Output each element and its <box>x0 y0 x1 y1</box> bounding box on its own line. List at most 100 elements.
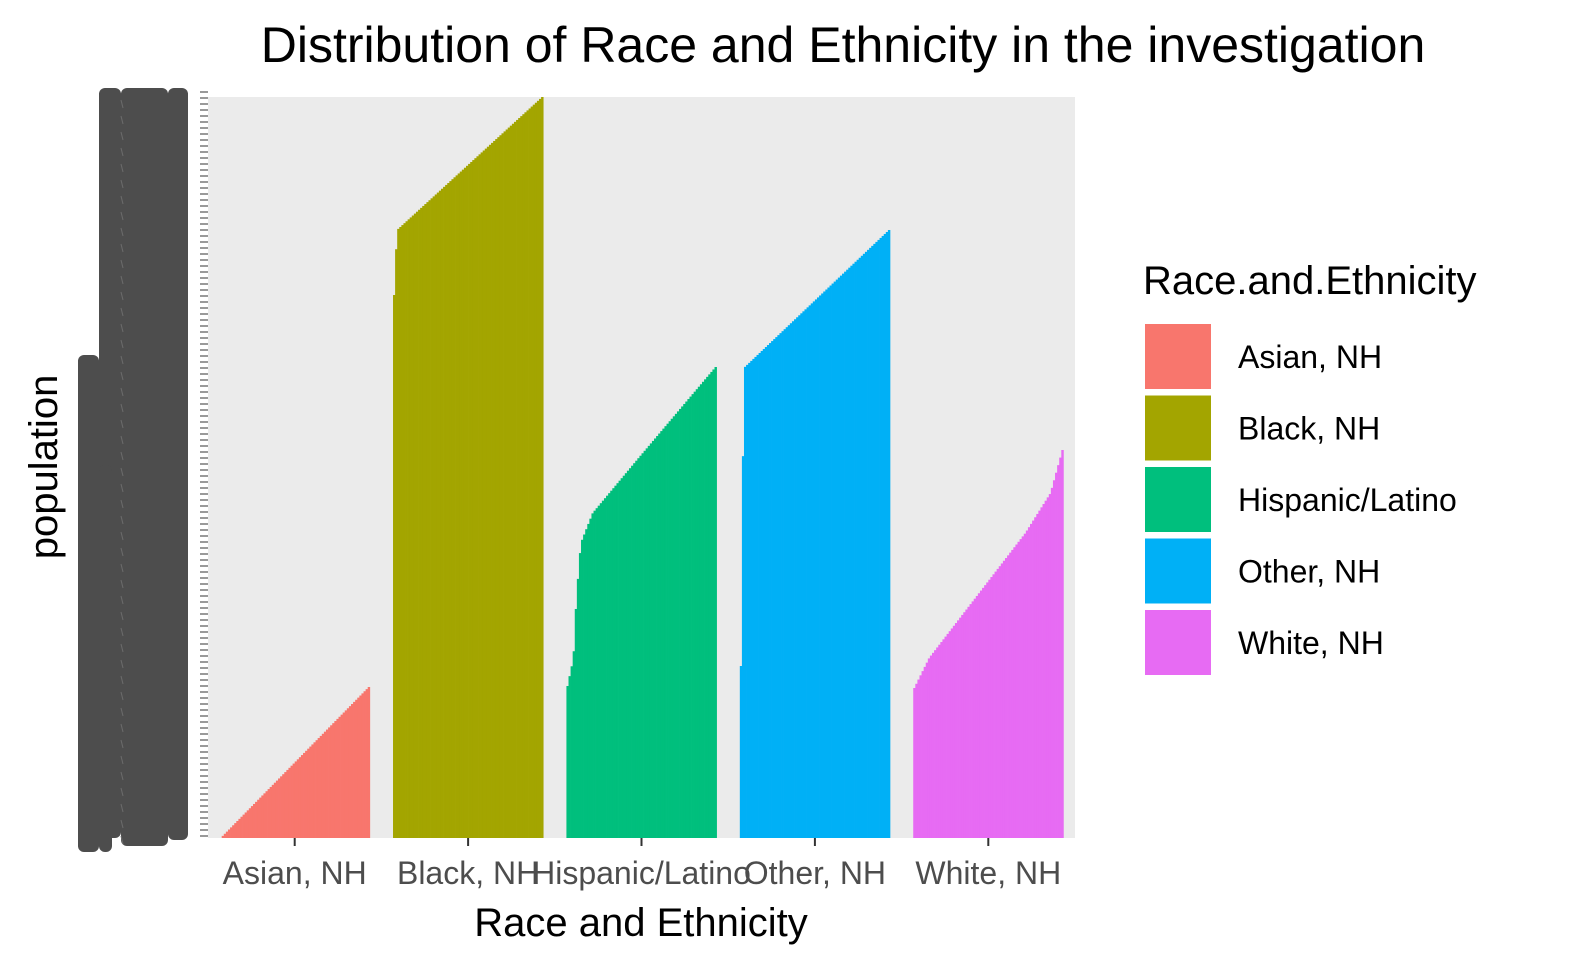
bar <box>282 774 285 838</box>
legend-swatch <box>1145 324 1211 389</box>
bar <box>806 307 809 839</box>
bar <box>1032 520 1035 838</box>
bar <box>940 642 943 838</box>
y-tick-label-gap <box>120 387 124 397</box>
y-tick-label-gap <box>120 691 124 701</box>
bar <box>1059 457 1062 838</box>
legend-items: Asian, NH Black, NH Hispanic/Latino Other, … <box>1145 324 1457 675</box>
bar <box>743 366 747 838</box>
bar <box>524 112 527 839</box>
bar <box>1048 494 1052 838</box>
bar <box>1021 536 1025 838</box>
bar <box>581 539 584 838</box>
bar <box>294 761 298 838</box>
bar <box>522 114 525 838</box>
bar <box>618 480 621 838</box>
bar <box>476 156 479 838</box>
bar <box>311 744 314 838</box>
bar <box>982 587 985 838</box>
bar <box>887 230 891 838</box>
bar <box>961 614 964 838</box>
bar <box>342 712 346 838</box>
x-tick-label: Hispanic/Latino <box>532 855 751 891</box>
bar <box>275 780 279 838</box>
bar <box>227 829 231 838</box>
bar <box>359 695 362 838</box>
legend-swatch <box>1145 467 1211 532</box>
bar <box>263 793 266 838</box>
bar <box>603 498 607 838</box>
bar <box>706 376 709 838</box>
bar <box>488 144 492 839</box>
bar <box>497 137 500 838</box>
bar <box>472 160 475 838</box>
bar <box>1019 539 1023 838</box>
bar <box>493 140 496 838</box>
bar <box>612 488 615 838</box>
y-tick-label-gap <box>120 515 124 525</box>
bar <box>232 825 235 838</box>
bar <box>457 173 461 838</box>
bar <box>230 827 233 838</box>
bar <box>814 299 818 838</box>
bar <box>631 465 634 838</box>
bar <box>821 293 824 839</box>
bar <box>608 493 611 838</box>
bar <box>572 651 576 838</box>
bar <box>683 403 686 838</box>
bar <box>482 150 486 838</box>
bar <box>946 633 950 838</box>
bar <box>1046 497 1050 838</box>
bar-group <box>566 367 717 838</box>
bar <box>238 818 241 838</box>
bar <box>363 691 366 838</box>
y-tick-label-gap <box>120 163 124 173</box>
bar <box>965 609 968 838</box>
bar <box>317 738 321 838</box>
bar <box>704 379 707 838</box>
y-tick-label-gap <box>120 787 124 797</box>
y-tick-label-gap <box>120 131 124 141</box>
y-tick-label-gap <box>120 243 124 253</box>
bar <box>1055 472 1058 838</box>
bar <box>296 759 300 838</box>
bar <box>1044 500 1048 838</box>
bar <box>534 102 538 839</box>
bar <box>273 782 277 838</box>
bar <box>779 333 782 838</box>
bar <box>775 337 778 838</box>
bar <box>420 207 423 838</box>
bar <box>486 146 490 838</box>
bar <box>739 666 743 838</box>
y-tick-label-gap <box>120 275 124 285</box>
y-tick-label-gap <box>120 355 124 365</box>
bar <box>881 235 885 838</box>
y-tick-label-block <box>99 465 112 852</box>
bar <box>921 671 924 838</box>
bar <box>879 237 882 838</box>
y-tick-label-gap <box>120 371 124 381</box>
bar <box>309 746 312 838</box>
bar <box>1030 523 1033 838</box>
bar <box>654 438 657 838</box>
bar <box>292 763 296 838</box>
bar <box>328 727 331 838</box>
bar <box>422 205 425 838</box>
y-tick-label-gap <box>120 403 124 413</box>
bar <box>315 740 318 838</box>
bar <box>445 184 448 838</box>
bar <box>1027 527 1031 838</box>
bar <box>620 478 624 838</box>
bar <box>929 655 933 838</box>
bar <box>338 716 341 838</box>
bar <box>566 686 569 838</box>
bar <box>616 483 619 838</box>
bar <box>449 181 452 839</box>
bar <box>714 367 717 838</box>
bar <box>758 352 762 838</box>
bar <box>812 301 816 838</box>
bar <box>503 131 506 838</box>
bar <box>766 345 770 838</box>
bar <box>432 196 436 838</box>
y-tick-label-gap <box>120 547 124 557</box>
